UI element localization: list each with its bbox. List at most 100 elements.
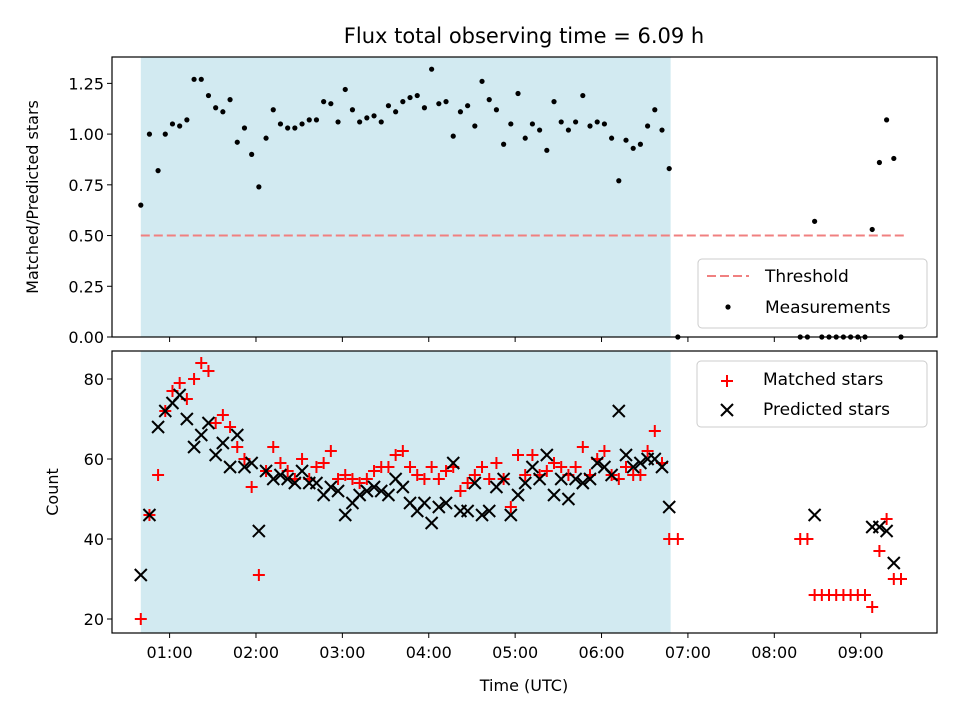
matched-star-point <box>540 465 553 477</box>
matched-star-point <box>396 445 409 457</box>
measurement-point <box>544 147 550 153</box>
count-y-tick-label: 60 <box>84 450 104 469</box>
legend-matched-swatch <box>721 375 733 387</box>
measurement-point <box>400 99 406 105</box>
predicted-star-point <box>324 480 338 494</box>
measurement-point <box>479 78 485 84</box>
measurement-point <box>385 103 392 109</box>
measurement-point <box>256 184 262 190</box>
predicted-star-point <box>216 436 230 450</box>
ratio-y-tick-label: 1.00 <box>68 125 104 144</box>
predicted-star-point <box>273 468 288 482</box>
measurement-point <box>876 159 883 166</box>
measurement-point <box>666 165 672 172</box>
count-x-tick-label: 05:00 <box>492 643 538 662</box>
measurement-point <box>551 99 557 105</box>
predicted-star-point <box>374 484 388 498</box>
measurement-point <box>457 109 464 115</box>
predicted-star-point <box>446 456 460 470</box>
predicted-star-point <box>134 568 148 582</box>
predicted-star-point <box>590 456 604 470</box>
measurement-point <box>869 226 875 233</box>
legend-measurements-label: Measurements <box>765 298 891 318</box>
count-x-tick-label: 02:00 <box>233 643 279 662</box>
matched-star-point <box>332 473 345 485</box>
measurement-point <box>414 92 420 99</box>
predicted-star-point <box>872 520 887 534</box>
measurement-point <box>573 119 579 125</box>
predicted-star-point <box>568 472 583 486</box>
measurement-point <box>241 125 248 131</box>
matched-star-point <box>317 457 330 469</box>
predicted-star-point <box>554 472 568 486</box>
predicted-star-point <box>525 460 540 474</box>
matched-star-point <box>483 473 496 485</box>
measurement-point <box>138 202 144 208</box>
measurement-point <box>220 109 226 115</box>
count-y-tick-label: 40 <box>84 530 104 549</box>
predicted-star-point <box>807 508 822 522</box>
measurement-point <box>184 117 190 123</box>
matched-star-point <box>231 441 244 453</box>
predicted-star-point <box>576 476 590 490</box>
measurement-point <box>609 135 615 141</box>
measurement-point <box>558 119 564 125</box>
measurement-point <box>146 131 153 137</box>
measurement-point <box>227 97 233 103</box>
measurement-point <box>169 121 176 127</box>
count-x-tick-label: 09:00 <box>838 643 884 662</box>
count-x-tick-label: 08:00 <box>751 643 797 662</box>
measurement-point <box>529 121 536 127</box>
matched-star-point <box>173 377 186 389</box>
predicted-star-point <box>612 404 626 418</box>
x-axis-label: Time (UTC) <box>479 676 568 695</box>
predicted-star-point <box>424 516 439 530</box>
measurement-point <box>249 151 255 157</box>
predicted-star-point <box>532 472 547 486</box>
measurement-point <box>637 141 644 147</box>
matched-star-point <box>339 469 352 481</box>
chart-title: Flux total observing time = 6.09 h <box>344 24 704 48</box>
matched-star-point <box>382 461 395 473</box>
measurement-point <box>443 99 449 105</box>
predicted-star-point <box>151 420 165 434</box>
predicted-star-point <box>360 484 374 498</box>
predicted-star-point <box>460 504 475 518</box>
matched-star-point <box>468 469 481 481</box>
matched-star-point <box>274 457 287 469</box>
matched-star-point <box>202 365 215 377</box>
matched-star-point <box>634 469 647 481</box>
matched-star-point <box>504 501 517 513</box>
legend-measurements-swatch <box>725 304 731 310</box>
ratio-shaded-span <box>140 57 671 337</box>
predicted-star-point <box>187 440 201 454</box>
measurement-point <box>645 123 651 129</box>
measurement-point <box>285 125 291 131</box>
count-y-tick-label: 20 <box>84 610 104 629</box>
predicted-star-point <box>338 508 352 522</box>
predicted-star-point <box>561 492 576 506</box>
predicted-star-point <box>396 480 410 494</box>
matched-star-point <box>324 445 337 457</box>
predicted-star-point <box>662 500 676 514</box>
measurement-point <box>436 101 442 107</box>
ratio-y-tick-label: 1.25 <box>68 74 104 93</box>
predicted-star-point <box>309 476 324 490</box>
ratio-panel: 0.00 0.25 0.50 0.75 1.00 1.25 Matched/Predict… <box>23 56 938 347</box>
ratio-y-tick-label: 0.50 <box>68 227 104 246</box>
matched-star-point <box>866 601 879 613</box>
matched-star-point <box>310 461 323 473</box>
predicted-star-point <box>352 488 367 502</box>
matched-star-point <box>368 465 381 477</box>
predicted-star-point <box>172 388 187 402</box>
measurement-point <box>313 117 320 123</box>
measurement-point <box>378 119 384 125</box>
measurement-point <box>616 178 622 184</box>
measurement-point <box>537 127 543 133</box>
matched-star-point <box>476 461 489 473</box>
count-points <box>134 357 908 625</box>
ratio-y-tick-label: 0.75 <box>68 176 104 195</box>
measurement-point <box>299 121 305 127</box>
predicted-star-point <box>280 472 295 486</box>
measurement-point <box>155 168 161 174</box>
